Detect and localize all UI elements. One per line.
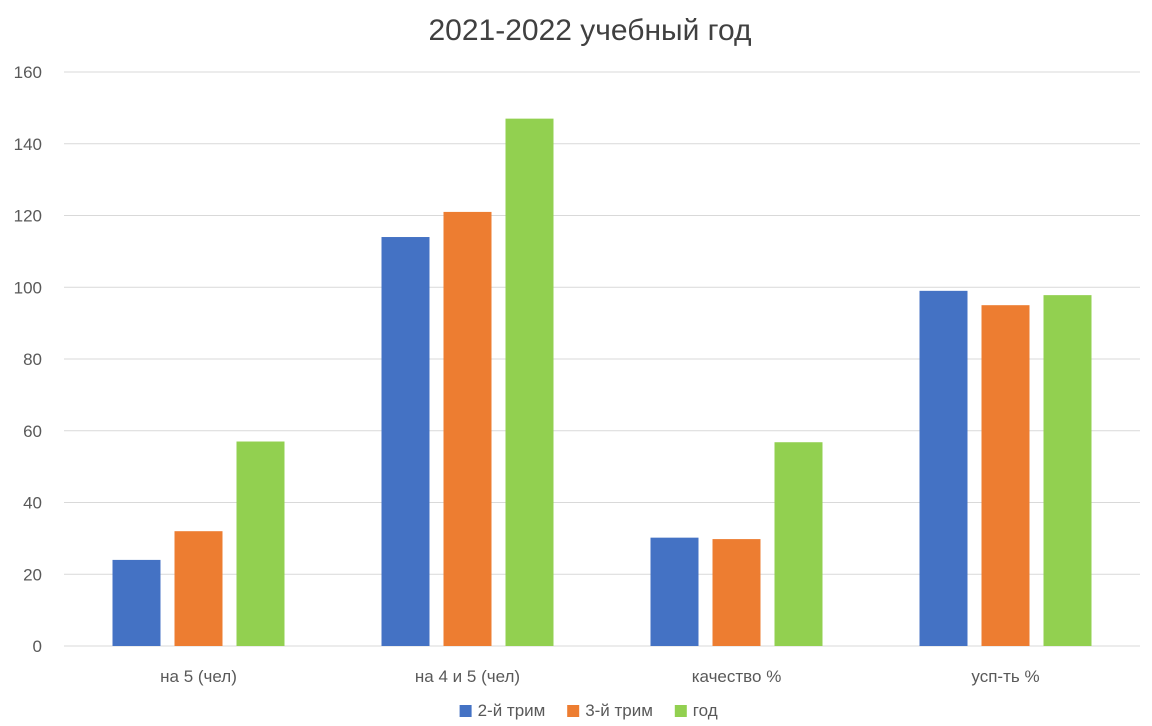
bar	[443, 211, 492, 646]
y-tick-label: 0	[33, 637, 42, 656]
y-tick-label: 60	[23, 422, 42, 441]
bar	[650, 537, 699, 646]
legend-label: 2-й трим	[478, 701, 546, 720]
y-tick-label: 120	[14, 207, 42, 226]
y-tick-label: 140	[14, 135, 42, 154]
legend-item: год	[674, 701, 718, 720]
bar	[919, 290, 968, 646]
bar	[174, 531, 223, 646]
y-tick-label: 20	[23, 565, 42, 584]
x-category-label: на 5 (чел)	[160, 667, 237, 686]
legend-item: 3-й трим	[567, 701, 653, 720]
bar	[236, 441, 285, 646]
legend-swatch	[567, 705, 580, 717]
legend: 2-й трим 3-й трим год	[459, 701, 718, 720]
y-tick-label: 100	[14, 278, 42, 297]
bars	[112, 118, 1092, 646]
legend-label: год	[693, 701, 718, 720]
y-tick-label: 40	[23, 494, 42, 513]
chart-title: 2021-2022 учебный год	[429, 14, 752, 47]
legend-label: 3-й трим	[585, 701, 653, 720]
y-tick-label: 160	[14, 63, 42, 82]
bar	[1043, 295, 1092, 646]
legend-swatch	[459, 705, 472, 717]
bar	[981, 305, 1030, 646]
x-axis-categories: на 5 (чел) на 4 и 5 (чел) качество % усп-ть…	[160, 667, 1039, 686]
x-category-label: на 4 и 5 (чел)	[415, 667, 520, 686]
bar	[112, 559, 161, 646]
bar	[505, 118, 554, 646]
y-axis-ticks: 0 20 40 60 80 100 120 140 160	[14, 63, 42, 656]
gridlines	[64, 71, 1140, 647]
bar	[381, 237, 430, 646]
y-tick-label: 80	[23, 350, 42, 369]
legend-item: 2-й трим	[459, 701, 546, 720]
x-category-label: усп-ть %	[971, 667, 1039, 686]
legend-swatch	[674, 705, 687, 717]
x-category-label: качество %	[692, 667, 782, 686]
bar	[774, 442, 823, 646]
bar	[712, 539, 761, 646]
